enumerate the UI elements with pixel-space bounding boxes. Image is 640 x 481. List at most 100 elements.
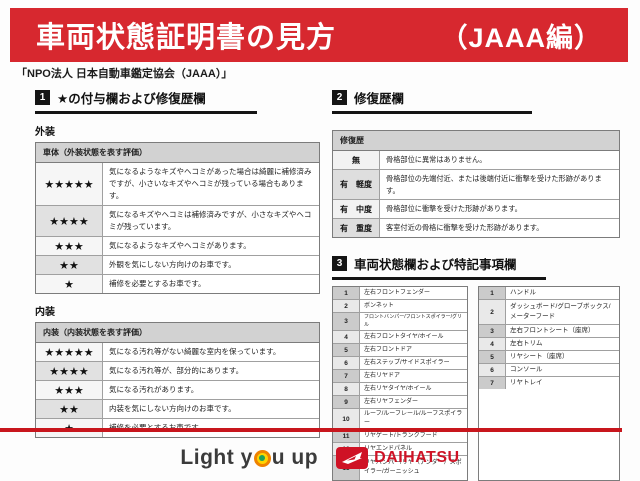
part-number: 6 [333, 357, 360, 370]
part-name: リヤエンドパネル [364, 445, 413, 452]
interior-label: 内装 [35, 307, 55, 318]
part-name: リヤバンパー/リヤ（アンダー）スポイラー/ガーニッシュ [364, 460, 462, 476]
part-row: 1 左右フロントフェンダー [333, 287, 468, 301]
section-2-header: 2 修復歴欄 [332, 88, 532, 114]
exterior-parts-table: 1 左右フロントフェンダー 2 ボンネット 3 フロントバンパー/フロントスポイ… [332, 286, 469, 481]
section-3-header: 3 車両状態欄および特記事項欄 [332, 254, 546, 281]
part-row: 5 リヤシート（座席） [479, 351, 619, 365]
part-number: 7 [333, 370, 360, 383]
exterior-label: 外装 [35, 127, 55, 138]
part-number: 5 [333, 344, 360, 357]
rating-row: ★★ 外観を気にしない方向けのお車です。 [36, 256, 319, 275]
rating-row: ★★ 内装を気にしない方向けのお車です。 [36, 400, 319, 419]
part-row: 9 左右リヤフェンダー [333, 396, 468, 410]
rating-desc: 気になる汚れ等が、部分的にあります。 [109, 366, 244, 375]
part-number: 3 [333, 313, 360, 331]
part-number: 11 [333, 430, 360, 443]
grade-cell: 有 重度 [333, 219, 380, 238]
rating-desc: 気になるようなキズやヘコミがあります。 [109, 241, 251, 250]
part-name: ダッシュボード/グローブボックス/メーターフード [510, 303, 611, 321]
part-name: 左右フロントフェンダー [364, 289, 431, 296]
part-name: コンソール [510, 366, 543, 374]
repair-history-table: 修復歴 無 骨格部位に異常はありません。 有 軽度 骨格部位の先端付近、または後… [332, 130, 620, 239]
section-1-header: 1 ★の付与欄および修復歴欄 [35, 88, 257, 114]
table-header: 内装（内装状態を表す評価） [36, 323, 319, 343]
part-name: 左右フロントドア [364, 346, 413, 353]
part-number: 6 [479, 364, 507, 377]
rating-row: ★ 補修を必要とするお車です。 [36, 275, 319, 293]
part-number: 10 [333, 409, 360, 430]
part-name: リヤゲート/トランクフード [364, 432, 438, 439]
rating-desc: 補修を必要とするお車です。 [109, 279, 206, 288]
part-row: 8 左右リヤタイヤ/ホイール [333, 383, 468, 397]
part-number: 8 [333, 383, 360, 396]
interior-parts-table: 1 ハンドル 2 ダッシュボード/グローブボックス/メーターフード 3 左右フロ… [478, 286, 620, 481]
repair-row: 有 中度 骨格部位に衝撃を受けた形跡があります。 [333, 200, 619, 220]
section-1-title: ★の付与欄および修復歴欄 [57, 92, 206, 106]
subtitle: 「NPO法人 日本自動車鑑定協会（JAAA）」 [16, 68, 233, 80]
part-number: 4 [333, 331, 360, 344]
part-name: リヤシート（座席） [510, 353, 569, 361]
part-number: 4 [479, 338, 507, 351]
star-cell: ★★ [36, 256, 103, 274]
part-row: 3 左右フロントシート（座席） [479, 325, 619, 339]
table-header: 車体（外装状態を表す評価） [36, 143, 319, 163]
rating-desc: 補修を必要とするお車です。 [103, 419, 319, 437]
part-row: 3 フロントバンパー/フロントスポイラー/グリル [333, 313, 468, 332]
part-row: 11 リヤゲート/トランクフード [333, 430, 468, 444]
grade-cell: 有 中度 [333, 200, 380, 219]
part-number: 2 [479, 300, 507, 325]
star-cell: ★★★★★ [36, 343, 103, 361]
daihatsu-logo: DAIHATSU [336, 447, 459, 469]
part-row: 4 左右フロントタイヤ/ホイール [333, 331, 468, 345]
interior-rating-table: 内装（内装状態を表す評価） ★★★★★ 気になる汚れ等がない綺麗な室内を保ってい… [35, 322, 320, 438]
parts-tables: 1 左右フロントフェンダー 2 ボンネット 3 フロントバンパー/フロントスポイ… [332, 286, 620, 481]
part-number: 2 [333, 300, 360, 313]
repair-desc: 骨格部位に衝撃を受けた形跡があります。 [386, 204, 522, 214]
part-name: ボンネット [364, 302, 394, 309]
rating-desc: 気になるキズやヘコミは補修済みですが、小さなキズやヘコミが残っています。 [109, 210, 312, 231]
daihatsu-wordmark: DAIHATSU [374, 449, 460, 466]
rating-row: ★★★ 気になるようなキズやヘコミがあります。 [36, 237, 319, 256]
grade-cell: 有 軽度 [333, 170, 380, 200]
part-row: 6 コンソール [479, 364, 619, 378]
repair-row: 有 重度 客室付近の骨格に衝撃を受けた形跡があります。 [333, 219, 619, 238]
page-title: 車両状態証明書の見方 [36, 22, 337, 54]
part-number: 1 [479, 287, 507, 300]
star-cell: ★★★★ [36, 206, 103, 236]
part-number: 7 [479, 377, 507, 390]
part-name: リヤトレイ [510, 379, 543, 387]
rating-row: ★★★★★ 気になる汚れ等がない綺麗な室内を保っています。 [36, 343, 319, 362]
part-number: 5 [479, 351, 507, 364]
repair-row: 無 骨格部位に異常はありません。 [333, 151, 619, 170]
part-name: ハンドル [510, 289, 537, 297]
part-number: 9 [333, 396, 360, 409]
part-row: 5 左右フロントドア [333, 344, 468, 358]
exterior-rating-table: 車体（外装状態を表す評価） ★★★★★ 気になるようなキズやヘコミがあった場合は… [35, 142, 320, 294]
repair-row: 有 軽度 骨格部位の先端付近、または後端付近に衝撃を受けた形跡があります。 [333, 170, 619, 201]
part-name: 左右トリム [510, 340, 543, 348]
star-cell: ★★★ [36, 237, 103, 255]
light-you-up-logo: Light y u up [180, 446, 318, 470]
footer: Light y u up DAIHATSU [0, 440, 640, 476]
daihatsu-emblem-icon [336, 447, 369, 469]
part-row: 7 左右リヤドア [333, 370, 468, 384]
star-cell: ★★ [36, 400, 103, 418]
part-row: 4 左右トリム [479, 338, 619, 352]
grade-cell: 無 [333, 151, 380, 169]
section-2-title: 修復歴欄 [354, 92, 405, 106]
part-row: 2 ボンネット [333, 300, 468, 314]
rating-desc: 内装を気にしない方向けのお車です。 [109, 404, 236, 413]
slogan-text-right: u up [271, 446, 319, 469]
star-cell: ★★★ [36, 381, 103, 399]
section-3-title: 車両状態欄および特記事項欄 [354, 258, 517, 273]
rating-desc: 気になる汚れがあります。 [109, 385, 199, 394]
part-name: 左右リヤタイヤ/ホイール [364, 385, 432, 392]
part-row: 6 左右ステップ/サイドスポイラー [333, 357, 468, 371]
repair-desc: 骨格部位に異常はありません。 [386, 155, 487, 165]
part-row: 7 リヤトレイ [479, 377, 619, 390]
part-name: ルーフ/ルーフレール/ルーフスポイラー [364, 411, 463, 427]
part-name: 左右ステップ/サイドスポイラー [364, 359, 450, 366]
rating-row: ★★★★★ 気になるようなキズやヘコミがあった場合は綺麗に補修済みですが、小さい… [36, 163, 319, 206]
part-name: 左右リヤフェンダー [364, 398, 419, 405]
